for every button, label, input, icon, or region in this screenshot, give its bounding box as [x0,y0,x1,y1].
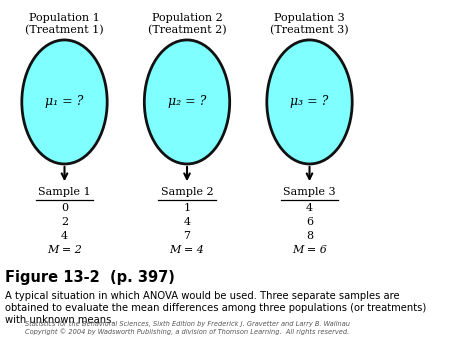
Text: 0: 0 [61,203,68,213]
Text: 2: 2 [61,217,68,227]
Ellipse shape [22,40,107,164]
Text: Figure 13-2  (p. 397): Figure 13-2 (p. 397) [5,270,175,285]
Text: Population 1
(Treatment 1): Population 1 (Treatment 1) [25,13,104,35]
Text: 8: 8 [306,231,313,241]
Ellipse shape [144,40,230,164]
Text: μ₂ = ?: μ₂ = ? [168,95,206,108]
Text: 6: 6 [306,217,313,227]
Text: M = 4: M = 4 [170,245,204,255]
Text: 1: 1 [184,203,190,213]
Text: 4: 4 [61,231,68,241]
Text: 7: 7 [184,231,190,241]
Text: Sample 3: Sample 3 [283,188,336,197]
Text: Population 3
(Treatment 3): Population 3 (Treatment 3) [270,13,349,35]
Text: μ₁ = ?: μ₁ = ? [45,95,84,108]
Text: M = 2: M = 2 [47,245,82,255]
Text: Statistics for the Behavioral Sciences, Sixth Edition by Frederick J. Gravetter : Statistics for the Behavioral Sciences, … [24,321,350,335]
Text: μ₃ = ?: μ₃ = ? [290,95,328,108]
Text: A typical situation in which ANOVA would be used. Three separate samples are
obt: A typical situation in which ANOVA would… [5,291,426,324]
Text: 4: 4 [306,203,313,213]
Text: Population 2
(Treatment 2): Population 2 (Treatment 2) [148,13,226,35]
Text: Sample 1: Sample 1 [38,188,91,197]
Text: M = 6: M = 6 [292,245,327,255]
Ellipse shape [267,40,352,164]
Text: Sample 2: Sample 2 [161,188,213,197]
Text: 4: 4 [184,217,190,227]
